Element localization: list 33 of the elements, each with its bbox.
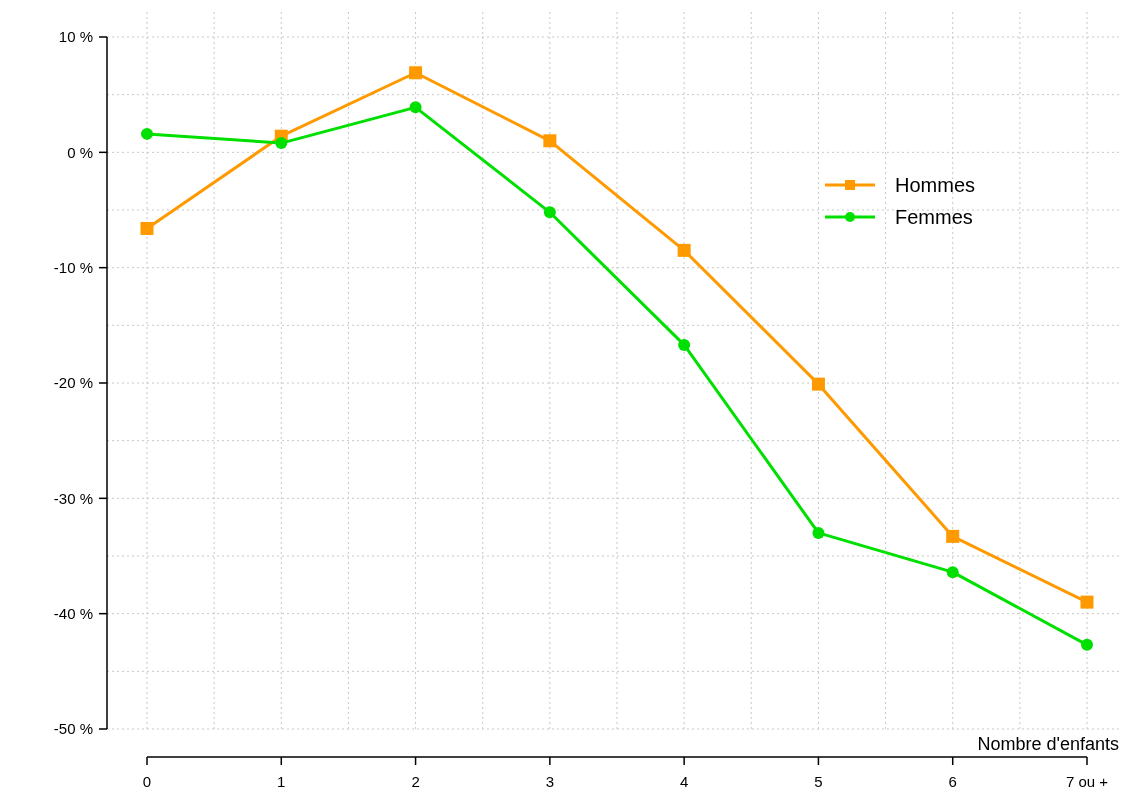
point bbox=[811, 377, 825, 391]
legend-label: Hommes bbox=[895, 174, 976, 196]
y-tick-label: -40 % bbox=[53, 604, 93, 622]
x-tick-label: 3 bbox=[545, 773, 555, 790]
x-tick-label: 1 bbox=[277, 773, 286, 790]
point bbox=[1080, 595, 1094, 609]
x-tick-label: 4 bbox=[679, 773, 689, 790]
point bbox=[678, 338, 691, 351]
point bbox=[946, 529, 960, 543]
point bbox=[543, 134, 557, 148]
point bbox=[140, 221, 154, 235]
point bbox=[409, 101, 422, 114]
point bbox=[409, 66, 423, 80]
x-tick-label: 2 bbox=[411, 773, 420, 790]
point bbox=[677, 243, 691, 257]
point bbox=[946, 566, 959, 579]
point bbox=[812, 526, 825, 539]
y-tick-label: -30 % bbox=[53, 489, 93, 507]
y-tick-label: -20 % bbox=[53, 374, 93, 392]
point bbox=[1081, 638, 1093, 651]
x-axis-title: Nombre d'enfants bbox=[977, 734, 1119, 754]
x-tick-label: 0 bbox=[142, 773, 152, 790]
point bbox=[141, 127, 153, 140]
x-tick-label: 6 bbox=[948, 773, 957, 790]
point bbox=[275, 137, 288, 150]
point bbox=[543, 206, 556, 219]
y-tick-label: 0 % bbox=[67, 143, 93, 161]
x-tick-label: 7 ou + bbox=[1065, 773, 1109, 790]
y-tick-label: 10 % bbox=[58, 28, 93, 46]
x-tick-label: 5 bbox=[814, 773, 823, 790]
y-tick-label: -10 % bbox=[53, 258, 93, 276]
y-tick-label: -50 % bbox=[53, 720, 93, 738]
legend-label: Femmes bbox=[895, 206, 973, 228]
